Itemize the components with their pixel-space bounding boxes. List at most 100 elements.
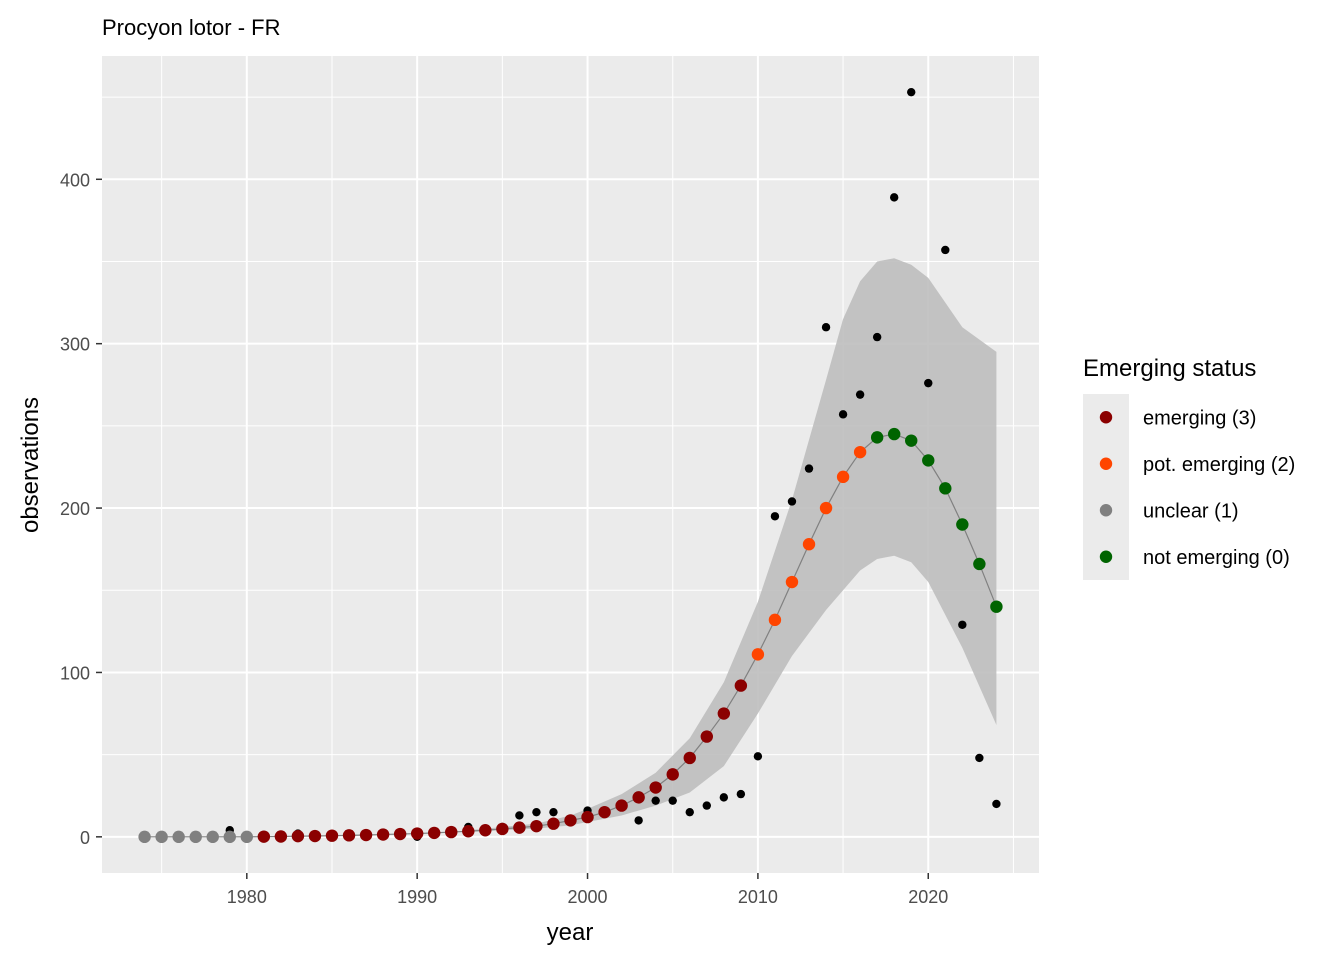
fitted-point: [257, 830, 271, 843]
observed-point: [855, 390, 865, 399]
legend-title: Emerging status: [1083, 355, 1256, 382]
fitted-point: [172, 830, 185, 844]
fitted-point: [905, 434, 918, 447]
fitted-point: [445, 825, 458, 839]
observed-point: [838, 410, 848, 419]
fitted-point: [462, 825, 475, 838]
fitted-point: [547, 817, 560, 830]
fitted-point: [530, 819, 543, 833]
fitted-point: [768, 613, 782, 627]
observed-point: [549, 807, 558, 817]
fitted-point: [802, 538, 816, 551]
x-tick-label: 2020: [908, 887, 948, 907]
observed-point: [634, 816, 643, 825]
x-tick-label: 2000: [568, 887, 608, 907]
y-tick-label: 0: [80, 828, 90, 848]
fitted-point: [359, 828, 373, 842]
observed-point: [770, 512, 780, 521]
chart-title: Procyon lotor - FR: [102, 15, 281, 40]
y-tick-label: 100: [60, 663, 90, 683]
fitted-point: [887, 427, 901, 441]
observed-point: [532, 807, 541, 817]
fitted-point: [564, 814, 577, 827]
confidence-band-area: [468, 258, 997, 832]
x-axis-label: year: [547, 919, 594, 946]
fitted-point: [206, 830, 219, 844]
fitted-point: [666, 768, 679, 781]
y-axis: 0 100 200 300 400: [60, 170, 102, 848]
fitted-point: [973, 557, 986, 571]
fitted-point: [956, 518, 969, 531]
fitted-point: [700, 730, 713, 743]
fitted-point: [615, 799, 628, 812]
confidence-band: [468, 258, 997, 832]
fitted-point: [410, 827, 424, 840]
fitted-point: [155, 830, 168, 844]
observed-point: [651, 796, 660, 805]
fitted-point: [479, 824, 492, 837]
fitted-point: [308, 829, 322, 843]
fitted-point: [939, 482, 952, 495]
observed-point: [668, 796, 677, 805]
observed-point: [787, 497, 797, 506]
legend-key: [1099, 550, 1113, 563]
observed-point: [889, 193, 899, 202]
fitted-point: [223, 830, 236, 844]
fitted-point: [189, 830, 202, 844]
observed-point: [872, 332, 882, 342]
fitted-point: [990, 600, 1003, 613]
legend-key: [1099, 411, 1113, 424]
fitted-point: [632, 791, 645, 804]
fitted-point: [138, 830, 151, 844]
observed-point: [702, 801, 711, 810]
fitted-point: [342, 829, 356, 842]
observed-point: [685, 807, 694, 817]
legend-key: [1099, 504, 1113, 517]
legend-label: emerging (3): [1143, 407, 1256, 429]
y-axis-label: observations: [17, 397, 44, 533]
fitted-point: [785, 575, 799, 589]
fitted-point: [836, 470, 850, 484]
fitted-point: [496, 822, 509, 836]
fitted-point: [870, 431, 884, 444]
observed-point: [907, 87, 916, 97]
x-axis: 1980 1990 2000 2010 2020: [227, 873, 948, 907]
fitted-point: [428, 826, 441, 840]
fitted-point: [683, 751, 696, 765]
fitted-point: [717, 707, 731, 720]
y-tick-label: 300: [60, 335, 90, 355]
legend-label: not emerging (0): [1143, 547, 1290, 569]
observed-point: [753, 752, 763, 761]
y-tick-label: 400: [60, 170, 90, 190]
x-tick-label: 2010: [738, 887, 778, 907]
observed-point: [719, 793, 729, 802]
fitted-points: [138, 427, 1003, 844]
x-tick-label: 1980: [227, 887, 267, 907]
legend: emerging (3) pot. emerging (2) unclear (1)…: [1083, 394, 1295, 580]
fitted-point: [751, 648, 765, 661]
fitted-point: [376, 828, 390, 841]
legend-label: unclear (1): [1143, 500, 1239, 522]
fitted-point: [581, 810, 594, 824]
fitted-point: [649, 781, 662, 794]
fitted-point: [819, 501, 833, 515]
fitted-point: [291, 829, 305, 843]
x-tick-label: 1990: [397, 887, 437, 907]
legend-key: [1099, 457, 1113, 470]
fitted-point: [393, 827, 407, 841]
fitted-point: [513, 821, 526, 834]
fitted-point: [274, 830, 288, 843]
observed-point: [941, 245, 950, 255]
observed-point: [924, 378, 933, 388]
fitted-point: [325, 829, 339, 842]
legend-label: pot. emerging (2): [1143, 454, 1295, 476]
observed-point: [958, 620, 967, 629]
observed-point: [992, 799, 1001, 809]
fitted-point: [598, 805, 611, 819]
fitted-point: [922, 454, 935, 467]
observed-point: [975, 753, 984, 763]
fitted-point: [240, 830, 254, 844]
fitted-point: [734, 679, 748, 692]
observed-point: [736, 789, 746, 799]
